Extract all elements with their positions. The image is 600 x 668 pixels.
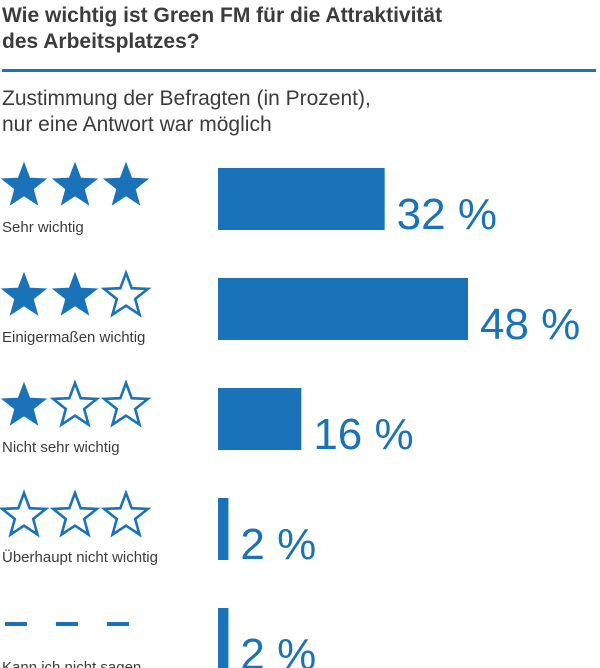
star-filled-icon: [0, 271, 48, 316]
value-label: 16 %: [313, 410, 413, 459]
value-label: 32 %: [397, 190, 497, 239]
chart-subtitle-line-1: Zustimmung der Befragten (in Prozent),: [2, 87, 371, 110]
dash-mark: [107, 622, 129, 626]
star-filled-icon: [0, 381, 48, 426]
star-outline-icon: [0, 489, 50, 538]
star-filled-icon: [51, 271, 99, 316]
star-outline-icon: [49, 379, 101, 428]
chart-title: Wie wichtig ist Green FM für die Attrakt…: [2, 3, 592, 55]
category-label: Einigermaßen wichtig: [2, 329, 145, 346]
bar: [218, 498, 229, 560]
category-label: Überhaupt nicht wichtig: [2, 548, 158, 566]
chart-subtitle: Zustimmung der Befragten (in Prozent), n…: [2, 86, 592, 138]
dash-mark: [56, 622, 78, 626]
star-outline-icon: [100, 489, 152, 538]
bar: [218, 608, 229, 668]
value-label: 2 %: [240, 630, 316, 668]
category-label: Sehr wichtig: [2, 219, 84, 236]
star-filled-icon: [0, 161, 48, 206]
category-label: Nicht sehr wichtig: [2, 439, 120, 456]
bar: [218, 278, 468, 340]
bar: [218, 168, 385, 230]
chart-title-line-2: des Arbeitsplatzes?: [2, 30, 200, 53]
value-label: 2 %: [240, 520, 316, 569]
value-label: 48 %: [480, 300, 580, 349]
star-outline-icon: [100, 379, 152, 428]
star-filled-icon: [102, 161, 150, 206]
chart-subtitle-line-2: nur eine Antwort war möglich: [2, 113, 272, 136]
bar: [218, 388, 302, 450]
star-outline-icon: [49, 489, 101, 538]
category-label: Kann ich nicht sagen: [2, 659, 141, 668]
star-outline-icon: [100, 269, 152, 318]
chart-title-line-1: Wie wichtig ist Green FM für die Attrakt…: [2, 4, 443, 27]
star-filled-icon: [51, 161, 99, 206]
dash-mark: [5, 622, 27, 626]
title-divider: [2, 69, 596, 72]
